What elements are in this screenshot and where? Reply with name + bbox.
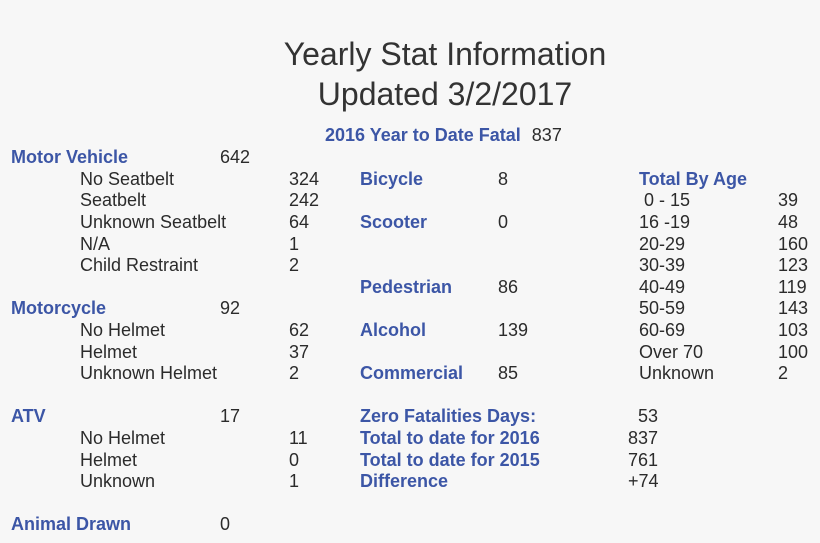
total-2016-label: Total to date for 2016 — [360, 428, 540, 448]
age-item-value: 39 — [778, 190, 799, 210]
age-item-label: 40-49 — [639, 277, 686, 297]
mc-item-value: 62 — [289, 320, 310, 340]
commercial-label: Commercial — [360, 363, 464, 383]
mv-item-label: Child Restraint — [80, 255, 199, 275]
mc-item-value: 2 — [289, 363, 300, 383]
mv-item-label: Unknown Seatbelt — [80, 212, 227, 232]
age-item-value: 123 — [778, 255, 809, 275]
motor-vehicle-label: Motor Vehicle — [11, 147, 129, 167]
difference-value: +74 — [628, 471, 659, 491]
mv-item-value: 2 — [289, 255, 300, 275]
mv-item-label: No Seatbelt — [80, 169, 175, 189]
mc-item-label: No Helmet — [80, 320, 166, 340]
bicycle-value: 8 — [498, 169, 509, 189]
ytd-row: 2016 Year to Date Fatal 837 — [325, 124, 562, 146]
age-item-label: 30-39 — [639, 255, 686, 275]
motorcycle-value: 92 — [220, 298, 241, 318]
mv-item-label: N/A — [80, 234, 111, 254]
mc-item-label: Unknown Helmet — [80, 363, 218, 383]
scooter-value: 0 — [498, 212, 509, 232]
atv-item-label: Helmet — [80, 450, 138, 470]
ytd-value: 837 — [531, 125, 562, 145]
age-item-value: 119 — [778, 277, 807, 297]
motor-vehicle-value: 642 — [220, 147, 251, 167]
animal-drawn-label: Animal Drawn — [11, 514, 132, 534]
mv-item-value: 242 — [289, 190, 320, 210]
mc-item-label: Helmet — [80, 342, 138, 362]
age-item-label: 50-59 — [639, 298, 686, 318]
total-2015-label: Total to date for 2015 — [360, 450, 540, 470]
mv-item-value: 64 — [289, 212, 310, 232]
total-2016-value: 837 — [628, 428, 659, 448]
mv-item-label: Seatbelt — [80, 190, 147, 210]
age-item-value: 103 — [778, 320, 809, 340]
age-item-label: 20-29 — [639, 234, 686, 254]
atv-item-value: 0 — [289, 450, 300, 470]
age-item-label: 60-69 — [639, 320, 686, 340]
age-item-label: 16 -19 — [639, 212, 691, 232]
alcohol-label: Alcohol — [360, 320, 426, 340]
zero-fatalities-label: Zero Fatalities Days: — [360, 406, 537, 426]
total-2015-value: 761 — [628, 450, 659, 470]
mc-item-value: 37 — [289, 342, 310, 362]
ytd-label: 2016 Year to Date Fatal — [325, 125, 521, 145]
motorcycle-label: Motorcycle — [11, 298, 107, 318]
pedestrian-label: Pedestrian — [360, 277, 453, 297]
age-heading: Total By Age — [639, 169, 748, 189]
age-item-label: 0 - 15 — [644, 190, 691, 210]
bicycle-label: Bicycle — [360, 169, 424, 189]
age-item-label: Unknown — [639, 363, 715, 383]
mv-item-value: 1 — [289, 234, 300, 254]
atv-label: ATV — [11, 406, 46, 426]
age-item-label: Over 70 — [639, 342, 704, 362]
atv-item-label: No Helmet — [80, 428, 166, 448]
atv-item-label: Unknown — [80, 471, 156, 491]
mv-item-value: 324 — [289, 169, 320, 189]
atv-item-value: 1 — [289, 471, 300, 491]
atv-value: 17 — [220, 406, 241, 426]
age-item-value: 160 — [778, 234, 809, 254]
atv-item-value: 11 — [289, 428, 308, 448]
age-item-value: 100 — [778, 342, 809, 362]
scooter-label: Scooter — [360, 212, 428, 232]
age-item-value: 48 — [778, 212, 799, 232]
commercial-value: 85 — [498, 363, 519, 383]
alcohol-value: 139 — [498, 320, 529, 340]
animal-drawn-value: 0 — [220, 514, 231, 534]
pedestrian-value: 86 — [498, 277, 519, 297]
age-item-value: 2 — [778, 363, 789, 383]
page-subtitle: Updated 3/2/2017 — [317, 76, 573, 112]
difference-label: Difference — [360, 471, 449, 491]
zero-fatalities-value: 53 — [638, 406, 659, 426]
age-item-value: 143 — [778, 298, 809, 318]
page-title: Yearly Stat Information — [283, 36, 607, 72]
